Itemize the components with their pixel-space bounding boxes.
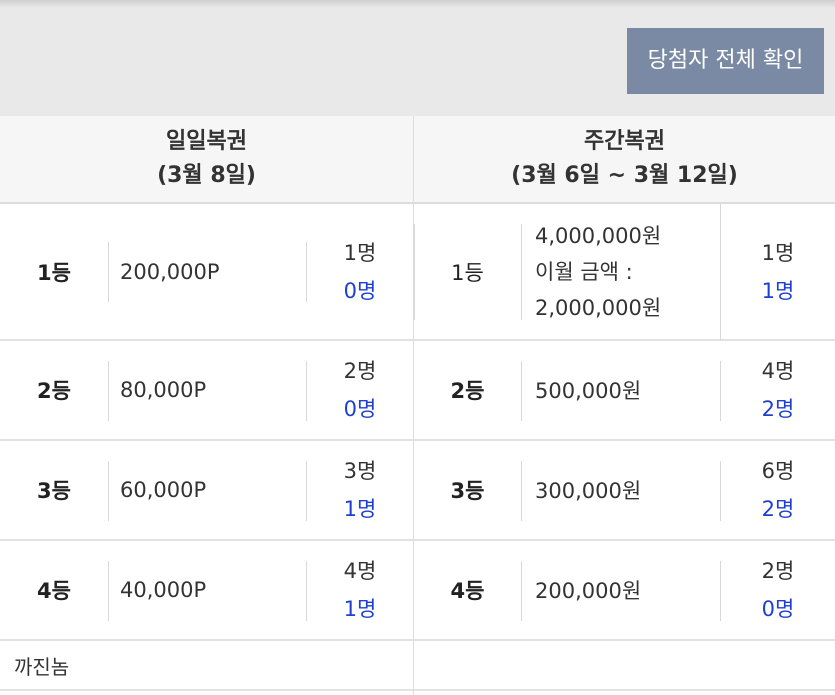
daily-row-3: 3등 60,000P 3명 1명 — [0, 441, 413, 541]
extra-row-label: 까진놈 — [14, 655, 70, 679]
daily-row-2: 2등 80,000P 2명 0명 — [0, 341, 413, 441]
weekly-extra-row — [414, 641, 835, 691]
divider — [108, 461, 109, 521]
daily-rank: 3등 — [37, 479, 71, 503]
total-count: 2명 — [761, 559, 795, 583]
weekly-lottery-title: 주간복권 — [584, 129, 665, 154]
weekly-rank: 3등 — [450, 479, 485, 503]
divider — [720, 204, 721, 341]
weekly-counts: 4명 2명 — [721, 341, 835, 439]
won-count: 2명 — [761, 497, 795, 521]
divider — [521, 361, 522, 421]
view-all-winners-button[interactable]: 당첨자 전체 확인 — [627, 28, 824, 94]
daily-rank: 4등 — [37, 579, 71, 603]
daily-counts: 2명 0명 — [307, 341, 413, 439]
divider — [108, 561, 109, 621]
daily-lottery-title: 일일복권 — [166, 129, 247, 154]
divider — [414, 224, 415, 320]
weekly-row-2: 2등 500,000원 4명 2명 — [414, 341, 835, 441]
prize-line: 이월 금액 : — [535, 259, 633, 284]
total-count: 1명 — [761, 240, 795, 265]
weekly-counts: 1명 1명 — [721, 204, 835, 339]
weekly-prize: 4,000,000원 이월 금액 : 2,000,000원 — [535, 204, 720, 339]
won-count: 2명 — [761, 397, 795, 421]
daily-rank: 2등 — [37, 379, 71, 403]
divider — [720, 461, 721, 521]
daily-row-4: 4등 40,000P 4명 1명 — [0, 541, 413, 641]
weekly-lottery-table: 주간복권 (3월 6일 ~ 3월 12일) 1등 4,000,000원 이월 금… — [414, 116, 835, 695]
won-count: 1명 — [343, 597, 377, 621]
weekly-counts: 6명 2명 — [721, 441, 835, 539]
divider — [306, 561, 307, 621]
daily-counts: 4명 1명 — [307, 541, 413, 639]
top-bar: 당첨자 전체 확인 — [0, 0, 835, 116]
divider — [306, 361, 307, 421]
weekly-lottery-period: (3월 6일 ~ 3월 12일) — [511, 163, 738, 188]
divider — [720, 561, 721, 621]
divider — [521, 224, 522, 320]
daily-row-1: 1등 200,000P 1명 0명 — [0, 204, 413, 341]
won-count: 1명 — [761, 278, 795, 303]
weekly-rank: 4등 — [450, 579, 485, 603]
total-count: 4명 — [761, 359, 795, 383]
total-count: 2명 — [343, 359, 377, 383]
weekly-prize: 500,000원 — [535, 379, 642, 403]
weekly-row-1: 1등 4,000,000원 이월 금액 : 2,000,000원 1명 1명 — [414, 204, 835, 341]
daily-rank: 1등 — [37, 260, 71, 285]
daily-lottery-period: (3월 8일) — [157, 163, 256, 188]
total-count: 1명 — [343, 240, 377, 265]
daily-lottery-header: 일일복권 (3월 8일) — [0, 116, 413, 204]
daily-counts: 1명 0명 — [307, 204, 413, 339]
weekly-lottery-header: 주간복권 (3월 6일 ~ 3월 12일) — [414, 116, 835, 204]
divider — [306, 242, 307, 302]
daily-prize: 80,000P — [120, 378, 207, 402]
prize-line: 2,000,000원 — [535, 295, 662, 320]
weekly-prize: 200,000원 — [535, 579, 642, 603]
won-count: 1명 — [343, 497, 377, 521]
won-count: 0명 — [343, 397, 377, 421]
daily-extra-row: 까진놈 — [0, 641, 413, 691]
daily-lottery-table: 일일복권 (3월 8일) 1등 200,000P 1명 0명 2등 80,000… — [0, 116, 413, 695]
daily-prize: 40,000P — [120, 578, 207, 602]
lottery-results-panel: 일일복권 (3월 8일) 1등 200,000P 1명 0명 2등 80,000… — [0, 116, 835, 695]
weekly-rank: 2등 — [450, 379, 485, 403]
divider — [521, 561, 522, 621]
total-count: 6명 — [761, 459, 795, 483]
divider — [108, 361, 109, 421]
divider — [521, 461, 522, 521]
daily-counts: 3명 1명 — [307, 441, 413, 539]
column-divider — [413, 116, 414, 695]
weekly-row-3: 3등 300,000원 6명 2명 — [414, 441, 835, 541]
won-count: 0명 — [343, 278, 377, 303]
top-shadow — [0, 0, 835, 8]
divider — [720, 361, 721, 421]
won-count: 0명 — [761, 597, 795, 621]
total-count: 3명 — [343, 459, 377, 483]
total-count: 4명 — [343, 559, 377, 583]
daily-prize: 200,000P — [120, 259, 220, 284]
divider — [306, 461, 307, 521]
divider — [108, 242, 109, 302]
weekly-prize: 300,000원 — [535, 479, 642, 503]
weekly-row-4: 4등 200,000원 2명 0명 — [414, 541, 835, 641]
daily-prize: 60,000P — [120, 478, 207, 502]
weekly-counts: 2명 0명 — [721, 541, 835, 639]
weekly-rank: 1등 — [451, 260, 484, 285]
prize-line: 4,000,000원 — [535, 223, 662, 248]
